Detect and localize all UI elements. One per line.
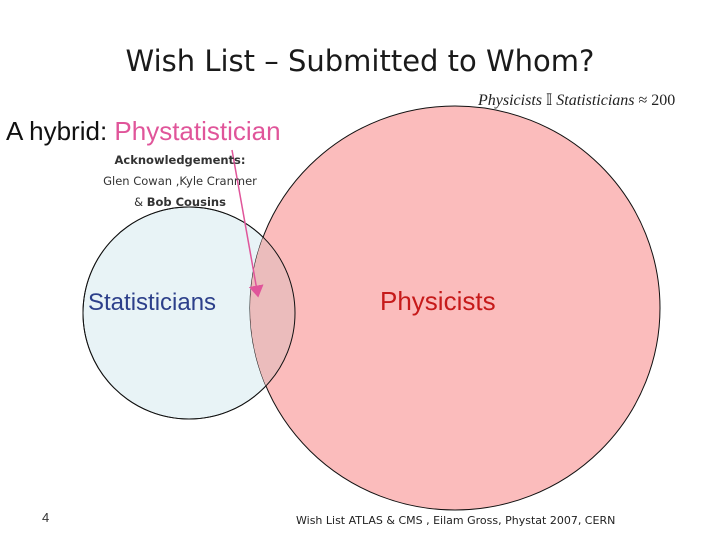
ack-heading: Acknowledgements: bbox=[114, 153, 246, 167]
hybrid-arrow bbox=[231, 149, 264, 298]
ack-last-line: & Bob Cousins bbox=[80, 192, 280, 213]
ratio-left: Physicists bbox=[478, 92, 542, 109]
slide-footer: Wish List ATLAS & CMS , Eilam Gross, Phy… bbox=[296, 514, 616, 527]
page-number: 4 bbox=[42, 510, 50, 525]
ack-last-prefix: & bbox=[134, 195, 147, 209]
ratio-right: Statisticians bbox=[556, 92, 635, 109]
statisticians-outline bbox=[82, 206, 296, 420]
slide-title: Wish List – Submitted to Whom? bbox=[125, 44, 595, 78]
statisticians-label: Statisticians bbox=[88, 289, 217, 316]
hybrid-heading: A hybrid: Phystatistician bbox=[6, 116, 281, 147]
acknowledgements: Acknowledgements: Glen Cowan ,Kyle Cranm… bbox=[80, 150, 280, 213]
hybrid-term: Phystatistician bbox=[114, 116, 281, 146]
ratio-approx: ≈ 200 bbox=[638, 92, 676, 109]
ack-last-name: Bob Cousins bbox=[146, 195, 226, 209]
physicists-label: Physicists bbox=[380, 286, 496, 316]
ratio-symbol: 𝕀 bbox=[546, 92, 553, 109]
ack-names: Glen Cowan ,Kyle Cranmer bbox=[103, 174, 257, 188]
ratio-formula: Physicists 𝕀 Statisticians ≈ 200 bbox=[478, 90, 675, 110]
hybrid-prefix: A hybrid: bbox=[6, 116, 108, 146]
